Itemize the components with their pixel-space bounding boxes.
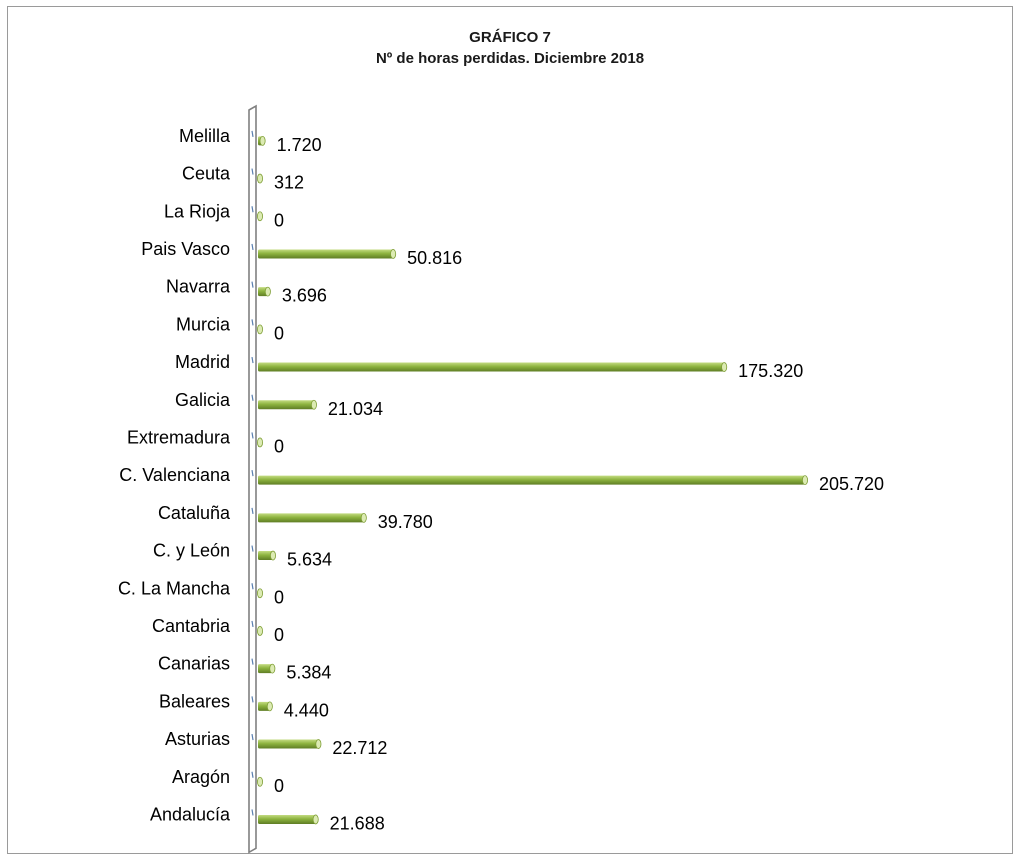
bar-ceuta: [256, 173, 263, 184]
value-label-c-la-mancha: 0: [274, 587, 284, 607]
category-label-c-valenciana: C. Valenciana: [119, 465, 231, 485]
value-label-melilla: 1.720: [277, 135, 322, 155]
bar-andalucia: [258, 814, 319, 825]
category-label-melilla: Melilla: [179, 126, 231, 146]
axis-tick-baleares: [251, 696, 254, 703]
category-label-la-rioja: La Rioja: [164, 201, 231, 221]
category-label-cantabria: Cantabria: [152, 616, 231, 636]
bar-melilla: [258, 135, 266, 146]
axis-tick-pais-vasco: [251, 243, 254, 251]
bar-cantabria: [256, 626, 263, 636]
value-label-cantabria: 0: [274, 625, 284, 645]
category-label-navarra: Navarra: [166, 277, 231, 297]
category-label-galicia: Galicia: [175, 390, 231, 410]
bar-extremadura: [256, 437, 263, 448]
axis-tick-c-valenciana: [251, 470, 254, 477]
value-label-extremadura: 0: [274, 436, 284, 456]
category-label-murcia: Murcia: [176, 314, 231, 334]
bar-navarra: [258, 286, 271, 297]
axis-tick-galicia: [251, 394, 254, 401]
bar-c-y-leon: [258, 550, 276, 561]
bar-pais-vasco: [258, 249, 397, 259]
bar-c-valenciana: [258, 475, 809, 486]
axis-wall: [248, 104, 257, 854]
value-label-la-rioja: 0: [274, 210, 284, 230]
axis-tick-la-rioja: [251, 206, 254, 213]
category-label-andalucia: Andalucía: [150, 804, 231, 824]
bar-asturias: [258, 739, 322, 749]
axis-tick-canarias: [251, 658, 254, 665]
axis-tick-extremadura: [251, 432, 254, 439]
axis-tick-ceuta: [251, 168, 254, 175]
bar-galicia: [258, 399, 317, 410]
value-label-aragon: 0: [274, 776, 284, 796]
bar-madrid: [258, 362, 728, 372]
category-label-aragon: Aragón: [172, 767, 230, 787]
value-label-navarra: 3.696: [282, 286, 327, 306]
bar-baleares: [258, 701, 273, 712]
value-label-c-valenciana: 205.720: [819, 474, 884, 494]
bar-c-la-mancha: [256, 588, 263, 599]
chart-frame: GRÁFICO 7 Nº de horas perdidas. Diciembr…: [7, 6, 1013, 854]
category-label-cataluna: Cataluña: [158, 503, 231, 523]
value-label-murcia: 0: [274, 323, 284, 343]
category-label-pais-vasco: Pais Vasco: [141, 239, 230, 259]
value-label-galicia: 21.034: [328, 399, 383, 419]
value-label-pais-vasco: 50.816: [407, 248, 462, 268]
bar-murcia: [256, 324, 263, 335]
bar-cataluna: [258, 512, 367, 523]
value-label-asturias: 22.712: [332, 738, 387, 758]
value-label-canarias: 5.384: [286, 663, 331, 683]
labels-group: Andalucía 21.688 Aragón 0 Asturias 22.712 Bale…: [118, 126, 884, 834]
bars-group: [256, 135, 809, 825]
axis-tick-murcia: [251, 319, 254, 326]
value-label-andalucia: 21.688: [330, 813, 385, 833]
axis-tick-cataluna: [251, 507, 254, 514]
bar-aragon: [256, 776, 263, 787]
value-label-madrid: 175.320: [738, 361, 803, 381]
axis-tick-cantabria: [251, 620, 254, 628]
chart-title: GRÁFICO 7: [469, 29, 551, 46]
axis-tick-aragon: [251, 771, 254, 778]
axis-tick-navarra: [251, 281, 254, 288]
category-label-canarias: Canarias: [158, 654, 230, 674]
axis-tick-c-y-leon: [251, 545, 254, 552]
category-label-c-y-leon: C. y León: [153, 541, 230, 561]
value-label-c-y-leon: 5.634: [287, 550, 332, 570]
chart-subtitle: Nº de horas perdidas. Diciembre 2018: [375, 50, 645, 67]
category-axis: [248, 104, 257, 854]
category-label-baleares: Baleares: [159, 691, 230, 711]
category-label-c-la-mancha: C. La Mancha: [118, 578, 231, 598]
category-label-asturias: Asturias: [165, 729, 230, 749]
axis-tick-andalucia: [251, 809, 254, 816]
value-label-baleares: 4.440: [284, 700, 329, 720]
axis-tick-asturias: [251, 733, 254, 741]
category-label-ceuta: Ceuta: [182, 164, 231, 184]
axis-tick-melilla: [251, 130, 254, 137]
axis-tick-madrid: [251, 356, 254, 364]
category-label-extremadura: Extremadura: [127, 427, 231, 447]
value-label-ceuta: 312: [274, 173, 304, 193]
value-label-cataluna: 39.780: [378, 512, 433, 532]
bar-la-rioja: [256, 211, 263, 222]
axis-tick-c-la-mancha: [251, 583, 254, 590]
category-label-madrid: Madrid: [175, 352, 230, 372]
bar-canarias: [258, 663, 276, 674]
